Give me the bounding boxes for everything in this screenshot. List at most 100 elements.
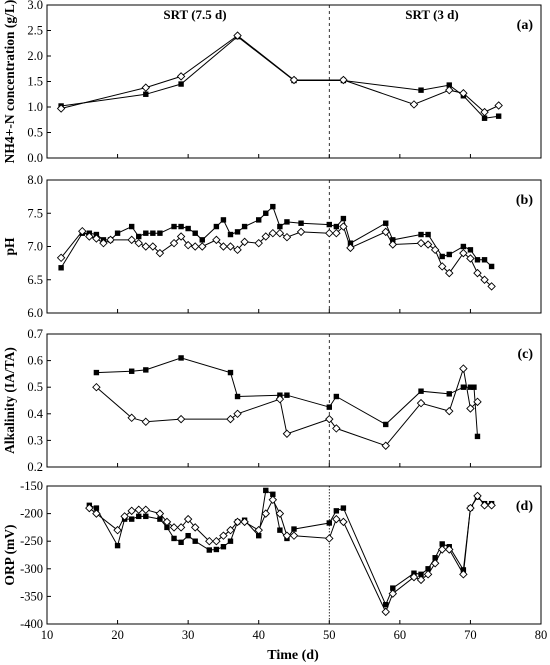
data-point-diamond bbox=[254, 238, 263, 248]
data-point-square bbox=[178, 223, 184, 230]
data-point-diamond bbox=[332, 228, 341, 238]
x-tick-label: 30 bbox=[182, 628, 195, 642]
data-point-diamond bbox=[141, 242, 151, 251]
header-right-label: SRT (3 d) bbox=[405, 7, 459, 22]
data-point-diamond bbox=[155, 248, 165, 258]
data-point-square bbox=[270, 203, 276, 210]
panel-3: 0.2 0.3 0.4 0.5 0.6 0.7 (c) Alkalinity (IA/TA) bbox=[2, 327, 542, 474]
data-point-diamond bbox=[127, 413, 136, 423]
data-point-diamond bbox=[473, 397, 482, 407]
series-1 bbox=[93, 355, 481, 440]
x-tick-label: 60 bbox=[394, 628, 407, 642]
data-point-square bbox=[333, 223, 340, 230]
data-point-diamond bbox=[141, 505, 151, 514]
data-point-square bbox=[213, 223, 220, 230]
panel-label: (c) bbox=[517, 347, 533, 362]
data-point-diamond bbox=[155, 509, 165, 518]
data-point-diamond bbox=[437, 545, 447, 554]
data-point-diamond bbox=[473, 491, 482, 501]
data-point-square bbox=[93, 505, 100, 511]
data-point-square bbox=[150, 230, 156, 236]
y-tick-label: -300 bbox=[20, 562, 43, 576]
data-point-square bbox=[227, 538, 234, 544]
data-point-diamond bbox=[296, 227, 306, 237]
data-point-diamond bbox=[409, 100, 419, 109]
data-point-square bbox=[446, 391, 452, 397]
data-point-square bbox=[326, 404, 332, 410]
data-point-square bbox=[495, 113, 502, 119]
plot-frame bbox=[46, 179, 542, 314]
data-point-diamond bbox=[388, 589, 398, 598]
data-point-square bbox=[425, 566, 431, 572]
data-point-diamond bbox=[226, 525, 235, 535]
data-point-square bbox=[256, 217, 262, 223]
data-point-diamond bbox=[254, 525, 263, 535]
data-point-square bbox=[220, 544, 227, 550]
data-point-diamond bbox=[176, 72, 186, 81]
data-point-diamond bbox=[494, 101, 503, 110]
data-point-diamond bbox=[325, 414, 334, 424]
data-point-square bbox=[206, 547, 213, 553]
data-point-square bbox=[164, 524, 170, 531]
data-point-square bbox=[471, 384, 477, 390]
data-point-diamond bbox=[134, 238, 143, 248]
data-point-square bbox=[192, 538, 198, 544]
data-point-diamond bbox=[226, 414, 235, 424]
y-tick-label: 0.6 bbox=[27, 354, 43, 368]
x-axis-title: Time (d) bbox=[267, 648, 319, 663]
data-point-diamond bbox=[381, 227, 390, 237]
y-axis-title: pH bbox=[2, 237, 17, 256]
data-point-diamond bbox=[240, 237, 249, 247]
y-tick-label: -150 bbox=[20, 479, 43, 493]
data-point-diamond bbox=[430, 559, 440, 568]
data-point-square bbox=[128, 223, 135, 230]
y-tick-label: 0.2 bbox=[27, 460, 43, 474]
series-line bbox=[61, 35, 499, 119]
data-point-diamond bbox=[282, 531, 292, 540]
data-point-square bbox=[446, 251, 452, 258]
plot-frame bbox=[46, 485, 542, 625]
data-point-diamond bbox=[148, 242, 158, 251]
data-point-square bbox=[157, 516, 163, 522]
data-point-diamond bbox=[487, 282, 496, 291]
data-point-diamond bbox=[325, 228, 334, 238]
data-point-diamond bbox=[113, 525, 122, 535]
data-point-square bbox=[93, 369, 100, 376]
data-point-diamond bbox=[141, 417, 151, 427]
data-point-square bbox=[390, 237, 396, 243]
data-point-square bbox=[178, 539, 184, 546]
data-point-square bbox=[333, 508, 340, 514]
panel-label: (b) bbox=[516, 193, 533, 208]
series-2 bbox=[56, 31, 503, 117]
data-point-square bbox=[340, 505, 347, 511]
data-point-diamond bbox=[176, 232, 186, 241]
y-tick-label: 7.0 bbox=[27, 240, 43, 254]
y-tick-label: 2.0 bbox=[27, 49, 43, 63]
series-1 bbox=[58, 33, 502, 121]
x-tick-label: 40 bbox=[252, 628, 265, 642]
data-point-diamond bbox=[346, 243, 355, 253]
data-point-diamond bbox=[289, 531, 299, 540]
data-point-square bbox=[326, 221, 332, 228]
series-2 bbox=[92, 364, 482, 450]
x-tick-label: 10 bbox=[41, 628, 54, 642]
series-line bbox=[89, 489, 492, 606]
y-tick-label: -250 bbox=[20, 534, 43, 548]
series-1 bbox=[86, 487, 495, 608]
y-tick-label: 8.0 bbox=[27, 173, 43, 187]
data-point-diamond bbox=[416, 575, 426, 585]
y-tick-label: -200 bbox=[20, 507, 43, 521]
data-point-square bbox=[143, 367, 149, 373]
x-tick-label: 20 bbox=[111, 628, 124, 642]
data-point-diamond bbox=[282, 429, 292, 438]
data-point-square bbox=[284, 392, 290, 398]
data-point-square bbox=[418, 571, 424, 578]
data-point-diamond bbox=[466, 503, 475, 513]
data-point-diamond bbox=[339, 75, 348, 85]
data-point-square bbox=[291, 526, 297, 532]
data-point-square bbox=[277, 527, 283, 533]
data-point-square bbox=[439, 541, 445, 547]
data-point-diamond bbox=[445, 406, 454, 416]
data-point-square bbox=[256, 532, 262, 539]
y-axis-title: NH4+-N concentration (g/L) bbox=[2, 0, 17, 163]
